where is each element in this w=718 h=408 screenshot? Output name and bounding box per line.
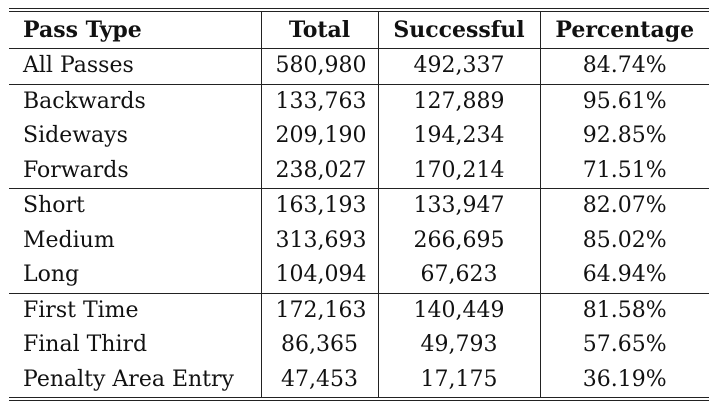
cell-percentage: 85.02% [539,223,709,258]
cell-successful: 170,214 [377,153,540,189]
table-row: Medium 313,693 266,695 85.02% [9,223,709,258]
table-row: Sideways 209,190 194,234 92.85% [9,119,709,154]
cell-percentage: 95.61% [539,84,709,119]
cell-percentage: 57.65% [539,328,709,363]
header-pass-type: Pass Type [23,17,142,43]
table-row: Long 104,094 67,623 64.94% [9,258,709,293]
cell-successful: 67,623 [377,258,540,293]
cell-percentage: 64.94% [539,258,709,293]
cell-percentage: 36.19% [539,362,709,399]
header-row: Pass Type Total Successful Percentage [9,10,709,49]
cell-total: 238,027 [260,153,378,189]
cell-total: 163,193 [260,188,378,224]
group-situation: First Time 172,163 140,449 81.58% Final … [9,293,709,399]
cell-pass-type: Sideways [23,123,128,148]
cell-successful: 492,337 [377,48,540,84]
cell-total: 133,763 [260,84,378,119]
cell-total: 580,980 [260,48,378,84]
table-row: First Time 172,163 140,449 81.58% [9,293,709,328]
cell-successful: 17,175 [377,362,540,399]
cell-total: 47,453 [260,362,378,399]
cell-successful: 194,234 [377,119,540,154]
cell-percentage: 84.74% [539,48,709,84]
header-total: Total [260,10,378,49]
cell-successful: 49,793 [377,328,540,363]
cell-total: 86,365 [260,328,378,363]
cell-pass-type: First Time [23,297,139,323]
cell-pass-type: All Passes [23,53,134,78]
table-header: Pass Type Total Successful Percentage [9,10,709,49]
cell-total: 104,094 [260,258,378,293]
cell-total: 313,693 [260,223,378,258]
pass-statistics-table-container: Pass Type Total Successful Percentage Al… [9,8,709,401]
cell-percentage: 82.07% [539,188,709,224]
cell-pass-type: Medium [23,227,115,253]
table-row: All Passes 580,980 492,337 84.74% [9,48,709,84]
table-row: Final Third 86,365 49,793 57.65% [9,328,709,363]
header-percentage: Percentage [539,10,709,49]
cell-percentage: 71.51% [539,153,709,189]
cell-pass-type: Forwards [23,157,129,183]
cell-successful: 140,449 [377,293,540,328]
table-row: Forwards 238,027 170,214 71.51% [9,153,709,189]
group-direction: Backwards 133,763 127,889 95.61% Sideway… [9,84,709,189]
cell-successful: 127,889 [377,84,540,119]
table-row: Backwards 133,763 127,889 95.61% [9,84,709,119]
cell-total: 172,163 [260,293,378,328]
cell-pass-type: Short [23,193,85,218]
cell-pass-type: Long [23,262,80,287]
cell-pass-type: Backwards [23,88,146,114]
table-row: Penalty Area Entry 47,453 17,175 36.19% [9,362,709,399]
group-length: Short 163,193 133,947 82.07% Medium 313,… [9,188,709,293]
cell-total: 209,190 [260,119,378,154]
cell-percentage: 81.58% [539,293,709,328]
cell-successful: 266,695 [377,223,540,258]
table-row: Short 163,193 133,947 82.07% [9,188,709,224]
cell-percentage: 92.85% [539,119,709,154]
group-all-passes: All Passes 580,980 492,337 84.74% [9,48,709,84]
pass-statistics-table: Pass Type Total Successful Percentage Al… [9,8,709,401]
header-successful: Successful [377,10,540,49]
cell-successful: 133,947 [377,188,540,224]
cell-pass-type: Penalty Area Entry [23,366,234,392]
cell-pass-type: Final Third [23,332,148,357]
